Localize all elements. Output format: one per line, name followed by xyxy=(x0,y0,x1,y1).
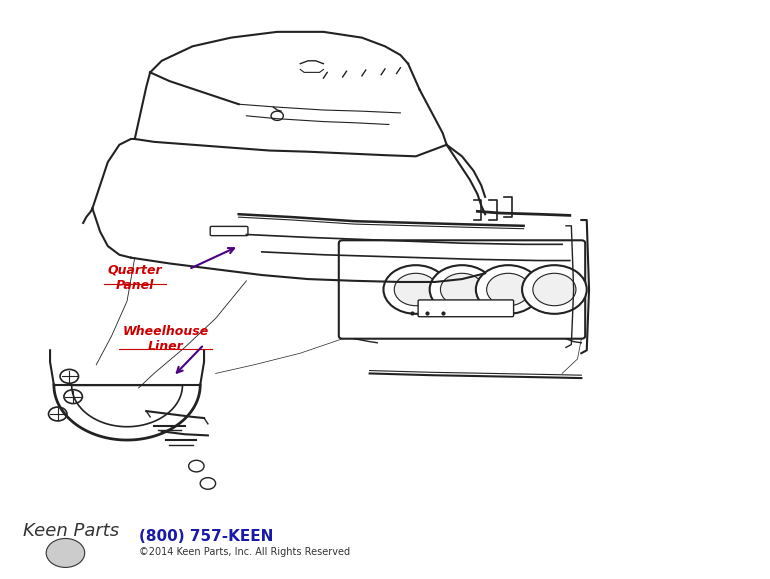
Circle shape xyxy=(49,407,67,421)
Circle shape xyxy=(476,265,541,314)
Circle shape xyxy=(430,265,494,314)
Circle shape xyxy=(46,538,85,567)
Text: Wheelhouse
Liner: Wheelhouse Liner xyxy=(122,325,209,353)
Circle shape xyxy=(189,460,204,472)
Circle shape xyxy=(440,273,484,306)
Text: Keen Parts: Keen Parts xyxy=(23,522,119,540)
Text: Quarter
Panel: Quarter Panel xyxy=(108,264,162,292)
Circle shape xyxy=(394,273,437,306)
Circle shape xyxy=(533,273,576,306)
Circle shape xyxy=(487,273,530,306)
FancyBboxPatch shape xyxy=(339,240,585,339)
Circle shape xyxy=(200,478,216,489)
Circle shape xyxy=(271,111,283,120)
Circle shape xyxy=(64,390,82,404)
Circle shape xyxy=(522,265,587,314)
FancyBboxPatch shape xyxy=(210,226,248,236)
FancyBboxPatch shape xyxy=(418,300,514,317)
Circle shape xyxy=(383,265,448,314)
Circle shape xyxy=(60,369,79,383)
Text: ©2014 Keen Parts, Inc. All Rights Reserved: ©2014 Keen Parts, Inc. All Rights Reserv… xyxy=(139,547,350,556)
Text: (800) 757-KEEN: (800) 757-KEEN xyxy=(139,529,273,544)
